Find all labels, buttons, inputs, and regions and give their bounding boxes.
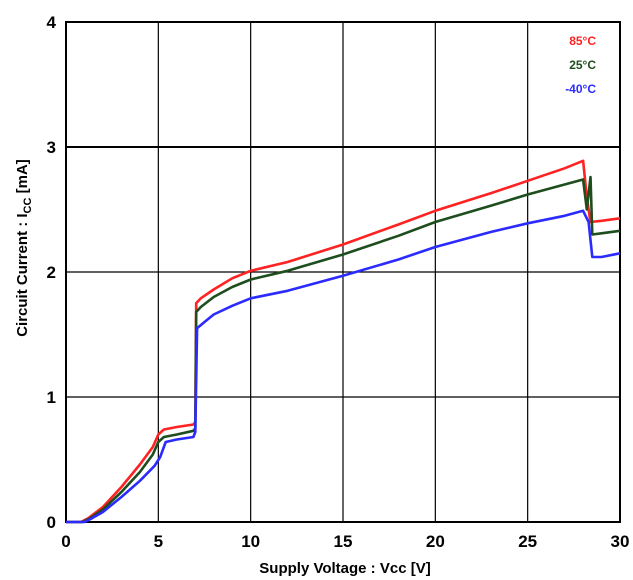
x-tick-labels: 0 5 10 15 20 25 30 — [61, 532, 629, 551]
y-tick-label-3: 3 — [47, 138, 56, 157]
series-line-1 — [66, 175, 621, 524]
x-tick-label-6: 30 — [611, 532, 630, 551]
y-axis-label-subscript: CC — [22, 197, 34, 213]
y-tick-label-0: 0 — [47, 513, 56, 532]
y-tick-label-2: 2 — [47, 263, 56, 282]
x-axis-label: Supply Voltage : Vcc [V] — [259, 560, 430, 577]
y-axis-label-unit: [mA] — [14, 159, 31, 197]
y-tick-label-4: 4 — [47, 13, 57, 32]
y-tick-label-1: 1 — [47, 388, 56, 407]
x-tick-label-5: 25 — [518, 532, 537, 551]
x-tick-label-2: 10 — [241, 532, 260, 551]
grid-lines — [66, 22, 620, 522]
x-tick-label-0: 0 — [61, 532, 70, 551]
series-line-2 — [66, 209, 621, 524]
x-tick-label-1: 5 — [154, 532, 163, 551]
y-axis-label: Circuit Current : ICC [mA] — [14, 159, 34, 337]
series-line-0 — [66, 159, 621, 524]
y-tick-labels: 0 1 2 3 4 — [47, 13, 57, 532]
plot-frame — [65, 21, 621, 523]
legend-entry-2: -40°C — [565, 82, 596, 96]
legend-entry-1: 25°C — [569, 58, 596, 72]
x-tick-label-3: 15 — [334, 532, 353, 551]
x-tick-label-4: 20 — [426, 532, 445, 551]
y-axis-label-main: Circuit Current : I — [14, 213, 31, 336]
legend: 85°C 25°C -40°C — [565, 34, 596, 96]
legend-entry-0: 85°C — [569, 34, 596, 48]
series-layer — [66, 159, 621, 524]
